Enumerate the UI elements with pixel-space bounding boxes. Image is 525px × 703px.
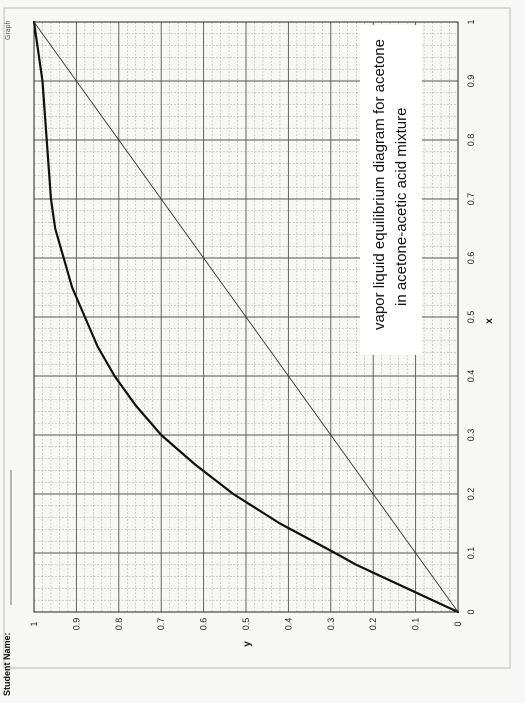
y-tick-label: 1 [29,621,39,626]
y-tick-label: 0.9 [71,618,81,631]
plot-frame [33,21,459,613]
corner-text: Graph [5,20,12,40]
x-tick-label: 0.5 [466,311,476,324]
annotation-line-1: vapor liquid equilibrium diagram for ace… [371,39,388,330]
y-tick-labels: 0 0.1 0.2 0.3 0.4 0.5 0.6 0.7 0.8 0.9 1 [29,618,463,631]
y-axis-label: y [242,641,253,647]
x-tick-label: 0.7 [466,193,476,206]
x-tick-label: 0.4 [466,370,476,383]
x-tick-label: 0.6 [466,252,476,265]
y-tick-label: 0.5 [241,618,251,631]
y-tick-label: 0.8 [114,618,124,631]
y-tick-label: 0.2 [368,618,378,631]
x-tick-label: 0.2 [466,488,476,501]
series-layer [32,20,460,614]
y-tick-label: 0.1 [411,618,421,631]
y-tick-label: 0.7 [156,618,166,631]
x-axis-label: x [484,318,495,324]
x-tick-label: 0 [466,609,476,614]
graph-border [3,7,511,669]
equilibrium-curve-line [32,20,460,614]
x-tick-label: 1 [466,19,476,24]
student-name-label: Student Name: [2,632,12,696]
x-tick-label: 0.1 [466,547,476,560]
chart-annotation: vapor liquid equilibrium diagram for ace… [360,25,422,355]
x-tick-labels: 0 0.1 0.2 0.3 0.4 0.5 0.6 0.7 0.8 0.9 1 [466,19,476,614]
y-tick-label: 0.6 [199,618,209,631]
annotation-line-2: in acetone-acetic acid mixture [393,108,410,306]
diagonal-line [33,21,459,613]
annotation-box [360,25,422,355]
x-tick-label: 0.9 [466,75,476,88]
y-tick-label: 0.4 [283,618,293,631]
x-tick-label: 0.3 [466,429,476,442]
y-tick-label: 0 [453,621,463,626]
x-tick-label: 0.8 [466,134,476,147]
y-tick-label: 0.3 [326,618,336,631]
